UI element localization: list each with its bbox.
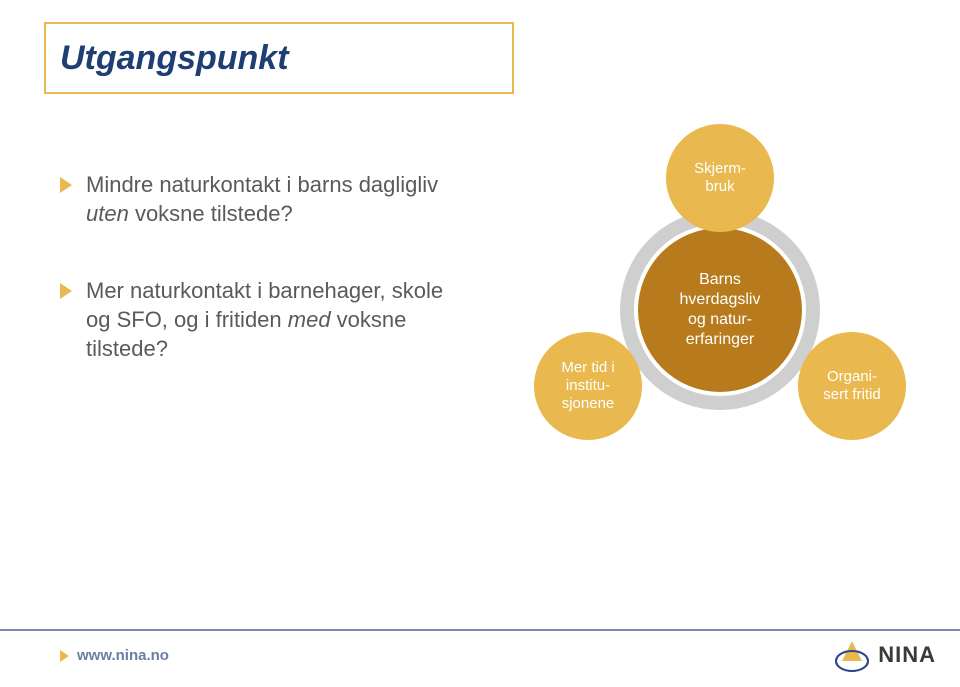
- footer: www.nina.no NINA: [0, 629, 960, 687]
- page-title: Utgangspunkt: [60, 39, 289, 78]
- diagram-outer-node-left: Mer tid i institu- sjonene: [534, 332, 642, 440]
- node-label: sert fritid: [823, 386, 881, 403]
- slide: Utgangspunkt Mindre naturkontakt i barns…: [0, 0, 960, 687]
- cycle-diagram: Barns hverdagsliv og natur- erfaringer S…: [510, 120, 930, 500]
- logo-text: NINA: [878, 642, 936, 668]
- bullet-text-span: voksne tilstede?: [129, 201, 293, 226]
- node-label: Mer tid i: [561, 359, 614, 376]
- diagram-center-node: Barns hverdagsliv og natur- erfaringer: [638, 228, 802, 392]
- node-label: Skjerm-: [694, 160, 746, 177]
- title-box: Utgangspunkt: [44, 22, 514, 94]
- bullet-marker-icon: [60, 177, 72, 193]
- logo-mark-icon: [832, 635, 872, 675]
- node-label: Organi-: [827, 368, 877, 385]
- bullet-item: Mer naturkontakt i barnehager, skole og …: [60, 276, 460, 363]
- bullet-text-span: Mindre naturkontakt i barns dagligliv: [86, 172, 438, 197]
- bullet-text-em: med: [288, 307, 331, 332]
- bullet-item: Mindre naturkontakt i barns dagligliv ut…: [60, 170, 460, 228]
- bullet-marker-icon: [60, 283, 72, 299]
- node-label: bruk: [705, 178, 734, 195]
- bullet-text: Mer naturkontakt i barnehager, skole og …: [86, 276, 460, 363]
- bullet-text: Mindre naturkontakt i barns dagligliv ut…: [86, 170, 460, 228]
- diagram-outer-node-top: Skjerm- bruk: [666, 124, 774, 232]
- node-label: institu-: [566, 377, 610, 394]
- diagram-outer-node-right: Organi- sert fritid: [798, 332, 906, 440]
- play-icon: [60, 650, 69, 662]
- node-label: Barns: [699, 271, 741, 288]
- footer-url-text: www.nina.no: [77, 647, 169, 664]
- node-label: hverdagsliv: [680, 291, 761, 308]
- node-label: sjonene: [562, 395, 615, 412]
- footer-url: www.nina.no: [60, 647, 169, 664]
- footer-logo: NINA: [832, 635, 936, 675]
- bullet-list: Mindre naturkontakt i barns dagligliv ut…: [60, 170, 460, 411]
- bullet-text-em: uten: [86, 201, 129, 226]
- node-label: erfaringer: [686, 331, 754, 348]
- footer-divider: [0, 629, 960, 631]
- node-label: og natur-: [688, 311, 752, 328]
